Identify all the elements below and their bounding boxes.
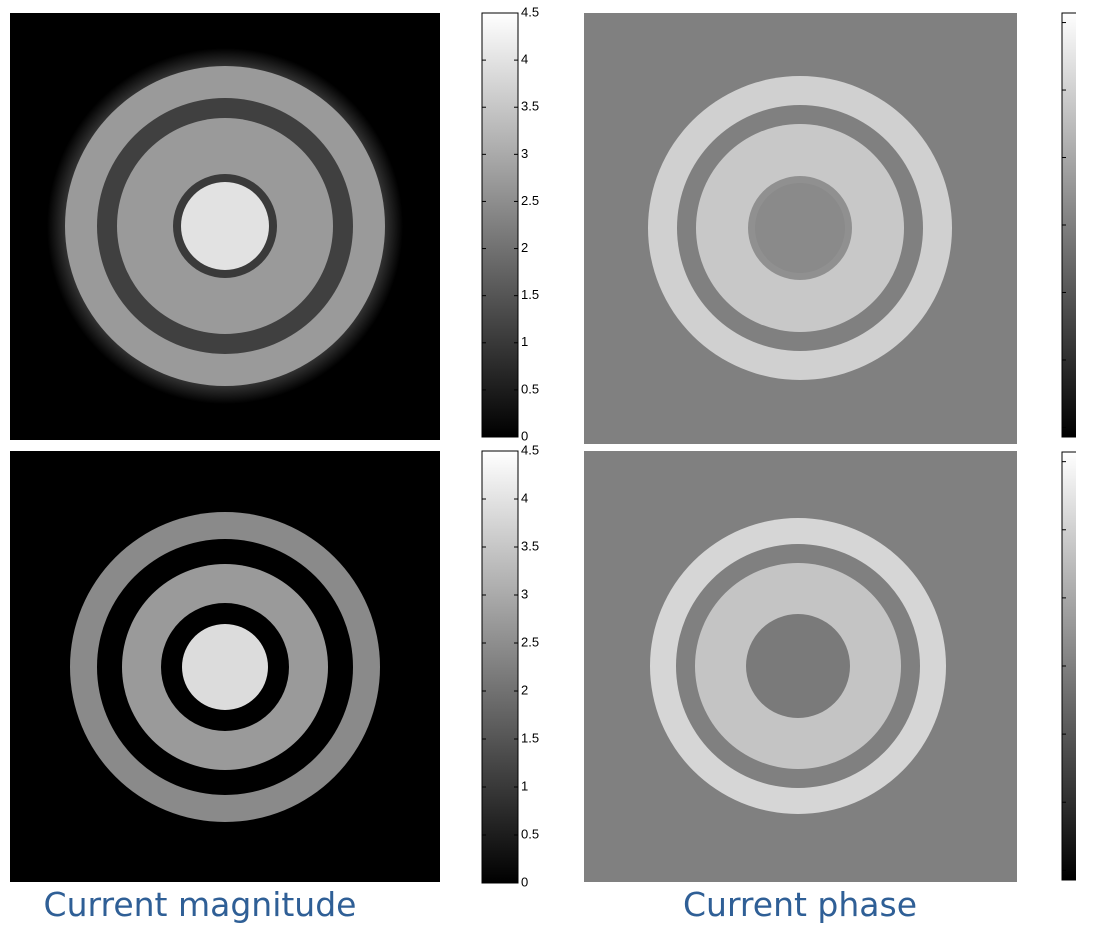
caption: Current magnitude	[44, 885, 357, 924]
tick-label: 3	[1101, 14, 1108, 29]
tick-label: 0.5	[521, 381, 539, 396]
colorbar-gradient	[482, 451, 518, 883]
tick-label: 2	[1101, 81, 1108, 96]
tick-label: 1.5	[521, 287, 539, 302]
tick-label: 1.5	[521, 730, 539, 745]
tick-label: 1	[521, 778, 528, 793]
tick-label: 0	[1101, 657, 1108, 672]
tick-label: 2	[521, 240, 528, 255]
page: Current magnitude Current phase 0 0.5 1 1.5…	[0, 0, 1114, 946]
tick-label: 3	[521, 586, 528, 601]
tick-label: 0	[521, 874, 528, 889]
tick-label: -1	[1101, 726, 1113, 741]
tick-label: 1	[1101, 149, 1108, 164]
colorbar-gradient	[1062, 452, 1098, 880]
colorbar: -3 -2 -1 0 1 2 3	[1062, 452, 1113, 880]
phase-image-bottom	[584, 451, 1017, 882]
tick-label: 3	[1101, 453, 1108, 468]
tick-label: 3.5	[521, 99, 539, 114]
tick-label: -2	[1101, 794, 1113, 809]
tick-label: 0.5	[521, 826, 539, 841]
tick-label: 2	[1101, 521, 1108, 536]
tick-label: -2	[1101, 351, 1113, 366]
colorbar-gradient	[482, 13, 518, 437]
colorbar: 0 0.5 1 1.5 2 2.5 3 3.5 4 4.5	[482, 442, 539, 889]
tick-label: 3.5	[521, 538, 539, 553]
figure: Current magnitude Current phase 0 0.5 1 1.5…	[0, 0, 1114, 946]
tick-label: -3	[1101, 862, 1113, 877]
tick-label: 2.5	[521, 634, 539, 649]
tick-label: 4	[521, 490, 528, 505]
tick-label: 2	[521, 682, 528, 697]
tick-label: 4.5	[521, 4, 539, 19]
magnitude-image-top	[10, 13, 440, 440]
colorbar: 0 0.5 1 1.5 2 2.5 3 3.5 4 4.5	[482, 4, 539, 443]
tick-label: 4.5	[521, 442, 539, 457]
tick-label: -3	[1101, 419, 1113, 434]
tick-label: 4	[521, 52, 528, 67]
tick-label: 2.5	[521, 193, 539, 208]
tick-label: 0	[1101, 216, 1108, 231]
phase-image-top	[584, 13, 1017, 444]
tick-label: 1	[521, 334, 528, 349]
tick-label: 1	[1101, 589, 1108, 604]
colorbar-gradient	[1062, 13, 1098, 437]
magnitude-image-bottom	[10, 451, 440, 882]
colorbar: -3 -2 -1 0 1 2 3	[1062, 13, 1113, 437]
tick-label: -1	[1101, 284, 1113, 299]
tick-label: 3	[521, 146, 528, 161]
tick-label: 0	[521, 428, 528, 443]
caption: Current phase	[683, 885, 917, 924]
